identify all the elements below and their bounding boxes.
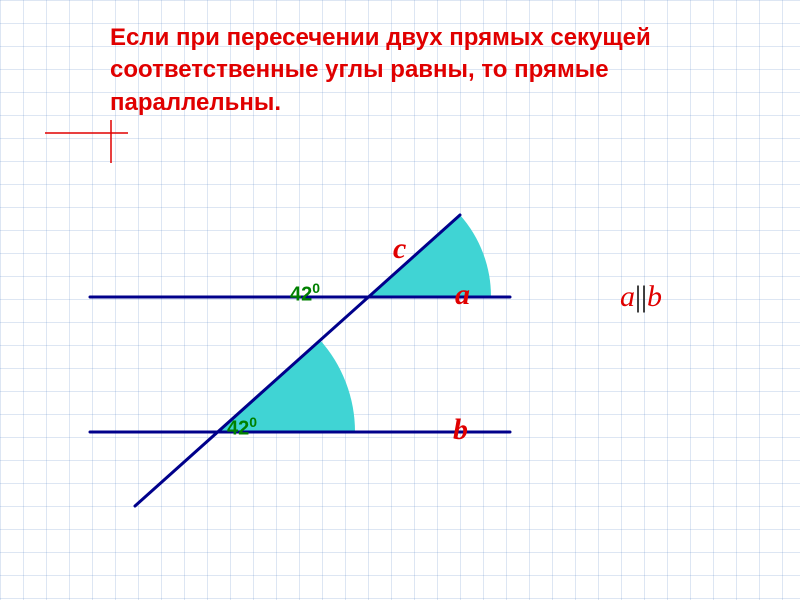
label-line-c: c [393, 232, 406, 266]
angle-b-value: 42 [227, 418, 249, 440]
diagram-svg [0, 0, 800, 600]
label-line-a: a [455, 278, 470, 312]
line-c [135, 215, 460, 506]
notation-b: b [647, 280, 662, 313]
angle-arc-a [368, 215, 491, 297]
notation-bars: || [635, 280, 647, 313]
angle-b-sup: 0 [249, 414, 257, 430]
angle-label-b: 420 [227, 414, 257, 441]
parallel-notation: a||b [620, 280, 662, 314]
notation-a: a [620, 280, 635, 313]
angle-a-sup: 0 [312, 280, 320, 296]
angle-a-value: 42 [290, 284, 312, 306]
label-line-b: b [453, 413, 468, 447]
angle-label-a: 420 [290, 280, 320, 307]
